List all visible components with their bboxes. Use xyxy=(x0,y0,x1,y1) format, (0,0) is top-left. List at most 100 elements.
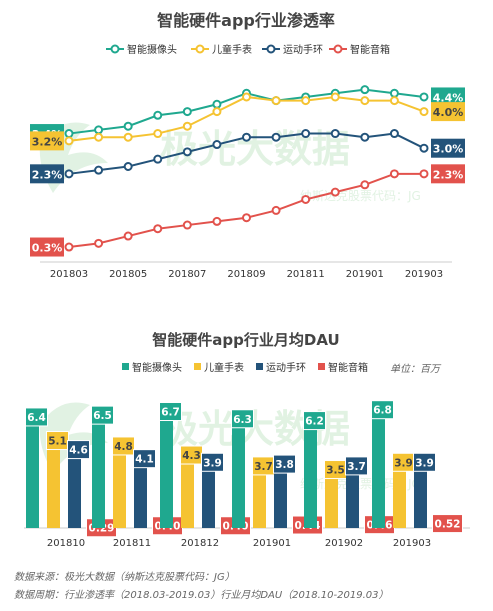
data-point xyxy=(64,242,74,252)
x-tick-label: 201811 xyxy=(287,269,325,280)
legend-label: 智能摄像头 xyxy=(132,361,182,374)
legend-item-camera: 智能摄像头 xyxy=(122,361,182,374)
data-point xyxy=(64,169,74,179)
bar xyxy=(372,404,385,528)
bar xyxy=(113,440,126,528)
data-point xyxy=(389,169,399,179)
line-chart: 201803 201805 201807 201809 201811 201901 2019… xyxy=(30,85,465,280)
legend-label: 智能音箱 xyxy=(328,361,368,374)
data-point xyxy=(94,238,104,248)
bar xyxy=(26,411,39,528)
bar-value-box xyxy=(432,514,463,534)
bar xyxy=(181,450,194,528)
bar-value-label: 5.1 xyxy=(48,436,67,448)
bar-value-box xyxy=(67,440,90,460)
bar xyxy=(414,457,427,528)
legend-label: 运动手环 xyxy=(283,43,323,56)
x-tick-label: 201901 xyxy=(346,269,384,280)
bar xyxy=(232,413,245,528)
data-point xyxy=(153,154,163,164)
value-label-box xyxy=(431,138,465,158)
bar-value-label: 4.8 xyxy=(114,441,133,453)
data-point xyxy=(419,143,429,153)
legend-item-speaker: 智能音箱 xyxy=(329,43,390,56)
data-point xyxy=(242,92,251,102)
data-point xyxy=(94,125,104,135)
data-point xyxy=(419,92,429,102)
bar-value-box xyxy=(25,407,48,427)
x-tick-label: 201903 xyxy=(405,269,443,280)
data-point xyxy=(389,96,399,106)
bar-value-label: 6.5 xyxy=(93,410,112,422)
data-point xyxy=(419,107,429,117)
bar-value-box xyxy=(201,452,224,472)
legend-item-band: 运动手环 xyxy=(256,361,306,374)
bar xyxy=(160,406,173,528)
bar-value-box xyxy=(159,402,182,422)
legend-label: 智能音箱 xyxy=(350,43,390,56)
bar-value-box xyxy=(371,400,394,420)
data-point xyxy=(182,220,192,230)
bar xyxy=(47,435,60,528)
data-point xyxy=(301,96,311,106)
bar-value-label: 6.2 xyxy=(305,416,324,428)
bar xyxy=(253,460,266,528)
data-point xyxy=(182,107,192,117)
value-label-box xyxy=(431,102,465,122)
data-point xyxy=(271,132,281,142)
value-label-box xyxy=(30,237,64,257)
data-point xyxy=(330,129,340,139)
line-chart-title: 智能硬件app行业渗透率 xyxy=(157,11,335,30)
bar xyxy=(304,415,317,528)
data-point xyxy=(212,99,222,109)
value-label-box xyxy=(431,87,465,107)
value-label: 3.0% xyxy=(433,143,464,156)
x-tick-label: 201811 xyxy=(113,538,151,549)
data-point xyxy=(419,169,429,179)
bar-value-label: 3.9 xyxy=(203,457,222,469)
bar xyxy=(393,457,406,528)
data-point xyxy=(212,140,222,150)
bar-value-label: 3.9 xyxy=(394,457,413,469)
value-label: 4.0% xyxy=(433,106,464,119)
bar-value-box xyxy=(112,436,135,456)
data-point xyxy=(360,96,370,106)
legend-label: 儿童手表 xyxy=(204,361,244,374)
bar-chart-unit-label: 单位：百万 xyxy=(390,363,442,375)
data-point xyxy=(330,92,340,102)
x-tick-label: 201803 xyxy=(50,269,88,280)
x-tick-label: 201810 xyxy=(47,538,85,549)
bar-value-label: 6.4 xyxy=(27,412,46,424)
value-label: 2.3% xyxy=(433,168,464,181)
data-point xyxy=(389,129,399,139)
value-label: 4.4% xyxy=(433,91,464,104)
data-point xyxy=(389,88,399,98)
data-point xyxy=(271,96,281,106)
bar-value-box xyxy=(133,449,156,469)
data-point xyxy=(301,194,311,204)
bar xyxy=(202,457,215,528)
footer-period: 数据周期：行业渗透率（2018.03-2019.03）行业月均DAU（2018.… xyxy=(14,589,389,601)
value-label-box xyxy=(431,164,465,184)
line-chart-legend: 智能摄像头 儿童手表 运动手环 智能音箱 xyxy=(106,43,390,56)
footer-source: 数据来源：极光大数据（纳斯达克股票代码：JG） xyxy=(14,571,235,583)
bar-value-label: 4.1 xyxy=(135,454,154,466)
x-tick-label: 201809 xyxy=(227,269,265,280)
bar-value-label: 6.8 xyxy=(373,405,392,417)
bar-value-label: 0.52 xyxy=(435,519,461,531)
bar-value-label: 4.6 xyxy=(69,445,88,457)
data-point xyxy=(330,187,340,197)
bar-value-box xyxy=(303,411,326,431)
bar-value-label: 6.7 xyxy=(161,407,180,419)
data-point xyxy=(94,132,104,142)
data-point xyxy=(360,85,370,95)
data-point xyxy=(182,147,192,157)
data-point xyxy=(123,132,133,142)
data-point xyxy=(242,213,251,223)
bar-chart: 2018106.45.14.60.292018116.54.84.10.4020… xyxy=(24,400,470,549)
value-label-box xyxy=(30,164,64,184)
data-point xyxy=(301,129,311,139)
bar-value-label: 3.7 xyxy=(347,461,366,473)
bar-value-box xyxy=(91,405,114,425)
